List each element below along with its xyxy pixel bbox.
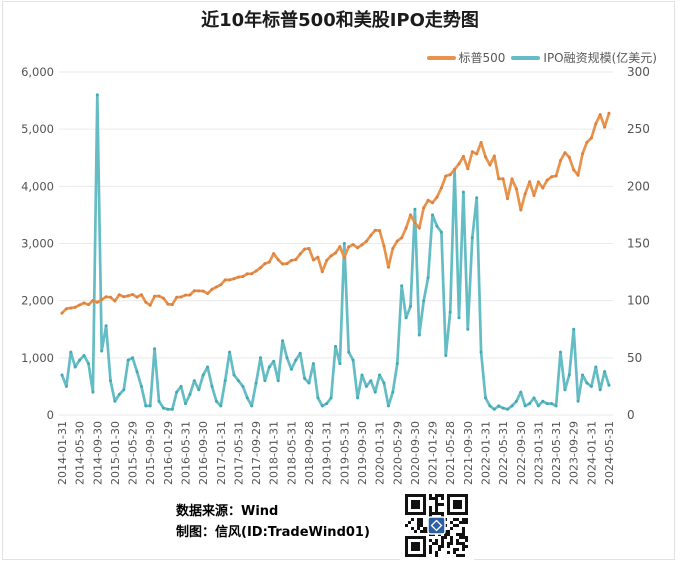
x-axis-tick: 2016-09-30 bbox=[197, 421, 210, 485]
right-axis-tick: 0 bbox=[627, 408, 635, 422]
x-axis-tick: 2023-01-31 bbox=[532, 421, 545, 485]
x-axis-tick: 2017-01-31 bbox=[215, 421, 228, 485]
chart-card bbox=[2, 1, 675, 560]
right-axis-tick: 100 bbox=[627, 294, 650, 308]
x-axis-tick: 2022-01-31 bbox=[479, 421, 492, 485]
x-axis-tick: 2020-01-31 bbox=[374, 421, 387, 485]
x-axis-tick: 2020-09-30 bbox=[409, 421, 422, 485]
ipo-line-swatch bbox=[511, 55, 541, 60]
x-axis-tick: 2019-09-30 bbox=[356, 421, 369, 485]
left-axis-tick: 3,000 bbox=[21, 237, 54, 251]
left-axis-tick: 0 bbox=[47, 408, 54, 422]
x-axis-tick: 2021-09-30 bbox=[462, 421, 475, 485]
sp500-line-swatch bbox=[426, 55, 456, 60]
x-axis-tick: 2019-01-31 bbox=[321, 421, 334, 485]
x-axis-tick: 2023-05-31 bbox=[550, 421, 563, 485]
x-axis-tick: 2019-05-31 bbox=[338, 421, 351, 485]
x-axis-tick: 2015-05-29 bbox=[127, 421, 140, 485]
x-axis-tick: 2018-09-28 bbox=[303, 421, 316, 485]
x-axis-tick: 2015-09-30 bbox=[144, 421, 157, 485]
x-axis-tick: 2016-05-31 bbox=[180, 421, 193, 485]
x-axis-tick: 2022-09-30 bbox=[515, 421, 528, 485]
footer: 数据来源：Wind 制图：信风(ID:TradeWind01) bbox=[176, 501, 370, 543]
right-axis-tick: 200 bbox=[627, 179, 650, 193]
line-chart-plot: 0 0 1,000 50 2,000 100 3,000 150 4,000 200 5,000 25… bbox=[21, 65, 650, 485]
x-axis-tick: 2021-01-29 bbox=[427, 421, 440, 485]
x-axis-tick: 2018-01-31 bbox=[268, 421, 281, 485]
legend-label-ipo: IPO融资规模(亿美元) bbox=[543, 51, 657, 65]
sp500-line bbox=[60, 111, 611, 315]
legend-item-ipo: IPO融资规模(亿美元) bbox=[511, 49, 657, 66]
right-axis-tick: 250 bbox=[627, 122, 650, 136]
x-axis-tick: 2020-05-29 bbox=[391, 421, 404, 485]
x-axis-tick: 2014-01-31 bbox=[56, 421, 69, 485]
x-axis-tick: 2018-05-31 bbox=[285, 421, 298, 485]
credit-line: 制图：信风(ID:TradeWind01) bbox=[176, 525, 370, 540]
legend-item-sp500: 标普500 bbox=[426, 49, 506, 66]
x-axis-tick: 2017-09-29 bbox=[250, 421, 263, 485]
chart-title: 近10年标普500和美股IPO走势图 bbox=[201, 10, 479, 31]
left-axis-tick: 1,000 bbox=[21, 351, 54, 365]
x-axis-tick: 2024-01-31 bbox=[585, 421, 598, 485]
right-axis-tick: 50 bbox=[627, 351, 642, 365]
x-axis-tick: 2022-05-31 bbox=[497, 421, 510, 485]
x-axis-tick: 2024-05-31 bbox=[603, 421, 616, 485]
left-axis-tick: 4,000 bbox=[21, 179, 54, 193]
x-axis-tick: 2023-09-29 bbox=[568, 421, 581, 485]
left-axis-tick: 5,000 bbox=[21, 122, 54, 136]
x-axis-tick: 2014-05-30 bbox=[74, 421, 87, 485]
x-axis-tick: 2014-09-30 bbox=[91, 421, 104, 485]
x-axis-tick: 2021-05-28 bbox=[444, 421, 457, 485]
x-axis-tick: 2015-01-30 bbox=[109, 421, 122, 485]
left-axis-tick: 6,000 bbox=[21, 65, 54, 79]
legend-label-sp500: 标普500 bbox=[458, 51, 506, 65]
right-axis-tick: 300 bbox=[627, 65, 650, 79]
x-axis-tick: 2017-05-31 bbox=[232, 421, 245, 485]
right-axis-tick: 150 bbox=[627, 237, 650, 251]
x-axis-tick: 2016-01-29 bbox=[162, 421, 175, 485]
legend: 标普500 IPO融资规模(亿美元) bbox=[426, 49, 657, 66]
data-source-line: 数据来源：Wind bbox=[176, 504, 279, 519]
left-axis-tick: 2,000 bbox=[21, 294, 54, 308]
qr-code bbox=[400, 491, 474, 561]
